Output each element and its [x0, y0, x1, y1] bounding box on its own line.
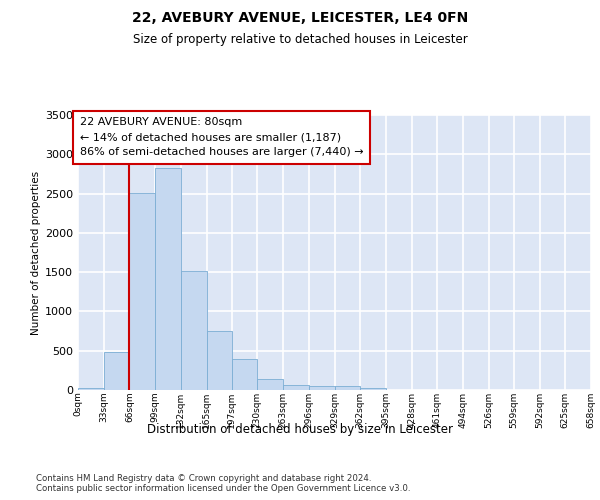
Bar [335, 386, 360, 390]
Bar [360, 388, 386, 390]
Text: 22 AVEBURY AVENUE: 80sqm
← 14% of detached houses are smaller (1,187)
86% of sem: 22 AVEBURY AVENUE: 80sqm ← 14% of detach… [80, 118, 363, 157]
Text: Distribution of detached houses by size in Leicester: Distribution of detached houses by size … [147, 422, 453, 436]
Text: Size of property relative to detached houses in Leicester: Size of property relative to detached ho… [133, 32, 467, 46]
Bar [232, 360, 257, 390]
Bar [206, 331, 232, 390]
Text: 22, AVEBURY AVENUE, LEICESTER, LE4 0FN: 22, AVEBURY AVENUE, LEICESTER, LE4 0FN [132, 11, 468, 25]
Bar [130, 193, 155, 390]
Text: Contains HM Land Registry data © Crown copyright and database right 2024.
Contai: Contains HM Land Registry data © Crown c… [36, 474, 410, 494]
Bar [283, 384, 309, 390]
Bar [181, 270, 206, 390]
Bar [78, 388, 104, 390]
Bar [309, 386, 335, 390]
Bar [104, 352, 130, 390]
Bar [155, 168, 181, 390]
Bar [257, 378, 283, 390]
Y-axis label: Number of detached properties: Number of detached properties [31, 170, 41, 334]
